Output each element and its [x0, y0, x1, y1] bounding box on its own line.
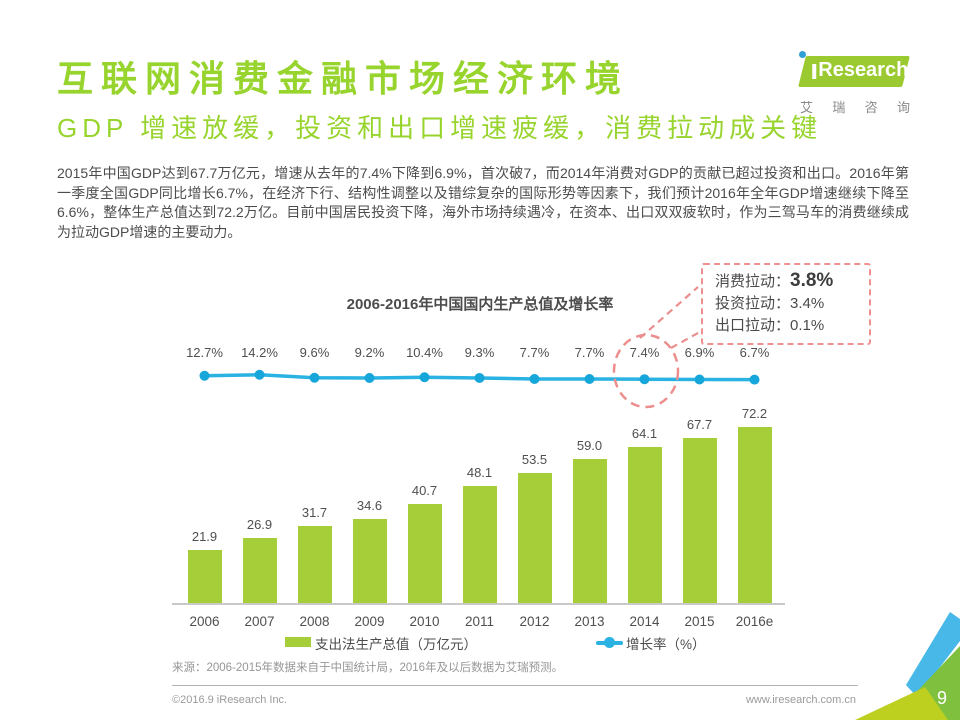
bar-value-label: 59.0: [576, 438, 603, 454]
bar-2016e: [737, 427, 772, 604]
growth-rate-label: 9.3%: [464, 345, 495, 360]
line-data-point: [309, 372, 320, 383]
callout-value-investment: 3.4%: [790, 295, 825, 312]
x-axis-label: 2012: [519, 614, 550, 629]
line-data-point: [254, 369, 265, 380]
bar-2009: [352, 519, 387, 604]
bar-2008: [297, 526, 332, 604]
line-data-point: [639, 374, 650, 385]
growth-rate-label: 14.2%: [241, 345, 278, 360]
bar-value-label: 64.1: [631, 425, 658, 441]
callout-row-consumption: 消费拉动：3.8%: [715, 270, 834, 291]
legend-line-label: 增长率（%）: [626, 637, 706, 652]
growth-rate-label: 10.4%: [406, 345, 443, 360]
bar-value-label: 21.9: [191, 529, 218, 545]
footer-divider: [172, 685, 858, 686]
line-data-point: [694, 374, 705, 385]
x-axis-label: 2007: [244, 614, 275, 629]
page-subtitle: GDP 增速放缓，投资和出口增速疲缓，消费拉动成关键: [57, 113, 823, 143]
x-axis-label: 2014: [629, 614, 660, 629]
corner-decoration-icon: [855, 612, 960, 720]
growth-rate-label: 6.9%: [684, 345, 715, 360]
source-note: 来源：2006-2015年数据来自于中国统计局，2016年及以后数据为艾瑞预测。: [172, 662, 564, 674]
logo-green-box: Research: [798, 56, 910, 87]
legend-bar-label: 支出法生产总值（万亿元）: [315, 637, 477, 652]
callout-value-export: 0.1%: [790, 317, 825, 334]
callout-row-export: 出口拉动：0.1%: [715, 317, 825, 334]
chart-title: 2006-2016年中国国内生产总值及增长率: [346, 296, 614, 313]
growth-rate-label: 12.7%: [186, 345, 223, 360]
line-data-point: [419, 372, 430, 383]
growth-rate-label: 6.7%: [739, 345, 770, 360]
bar-2013: [572, 459, 607, 604]
bar-value-label: 67.7: [686, 417, 713, 433]
x-axis-label: 2013: [574, 614, 605, 629]
callout-row-investment: 投资拉动：3.4%: [715, 295, 825, 312]
intro-paragraph: 2015年中国GDP达到67.7万亿元，增速从去年的7.4%下降到6.9%，首次…: [57, 165, 909, 240]
x-axis-label: 2016e: [735, 614, 774, 629]
line-data-point: [529, 373, 540, 384]
legend-line-dot-icon: [604, 637, 615, 648]
x-axis-line: [172, 603, 785, 605]
callout-value-consumption: 3.8%: [790, 270, 834, 291]
footer-copyright: ©2016.9 iResearch Inc.: [172, 694, 288, 706]
bar-2014: [627, 446, 662, 604]
bar-value-label: 26.9: [246, 517, 273, 533]
line-data-point: [474, 372, 485, 383]
line-data-point: [364, 373, 375, 384]
growth-rate-label: 7.7%: [519, 345, 550, 360]
bar-2007: [242, 538, 277, 604]
bar-value-label: 48.1: [466, 465, 493, 481]
logo-wordmark: Research: [818, 59, 909, 81]
line-data-point: [199, 370, 210, 381]
bar-2015: [682, 438, 717, 604]
legend-bar-swatch-icon: [285, 637, 311, 647]
footer-website: www.iresearch.com.cn: [745, 694, 856, 706]
bar-2012: [517, 472, 552, 604]
callout-box: 消费拉动：3.8% 投资拉动：3.4% 出口拉动：0.1%: [701, 263, 871, 345]
x-axis-label: 2009: [354, 614, 385, 629]
x-axis-label: 2008: [299, 614, 330, 629]
line-data-point: [584, 373, 595, 384]
bar-2011: [462, 486, 497, 604]
growth-rate-label: 7.7%: [574, 345, 605, 360]
page-title: 互联网消费金融市场经济环境: [57, 58, 630, 99]
x-axis-label: 2006: [189, 614, 220, 629]
growth-rate-label: 9.6%: [299, 345, 330, 360]
line-data-point: [749, 374, 760, 385]
logo-chinese-name: 艾 瑞 咨 询: [800, 100, 910, 115]
bar-value-label: 53.5: [521, 451, 548, 467]
bar-value-label: 31.7: [301, 505, 328, 521]
growth-rate-label: 7.4%: [629, 345, 660, 360]
bar-value-label: 40.7: [411, 483, 438, 499]
bar-value-label: 72.2: [741, 406, 768, 422]
page-number: 9: [936, 688, 947, 708]
x-axis-label: 2015: [684, 614, 715, 629]
logo-i-dot-icon: [799, 51, 806, 58]
x-axis-label: 2010: [409, 614, 440, 629]
bar-2010: [407, 504, 442, 604]
x-axis-label: 2011: [464, 614, 495, 629]
bar-2006: [187, 550, 222, 604]
bar-value-label: 34.6: [356, 498, 383, 514]
growth-rate-label: 9.2%: [354, 345, 385, 360]
logo-letter-i-stem: [812, 64, 817, 79]
